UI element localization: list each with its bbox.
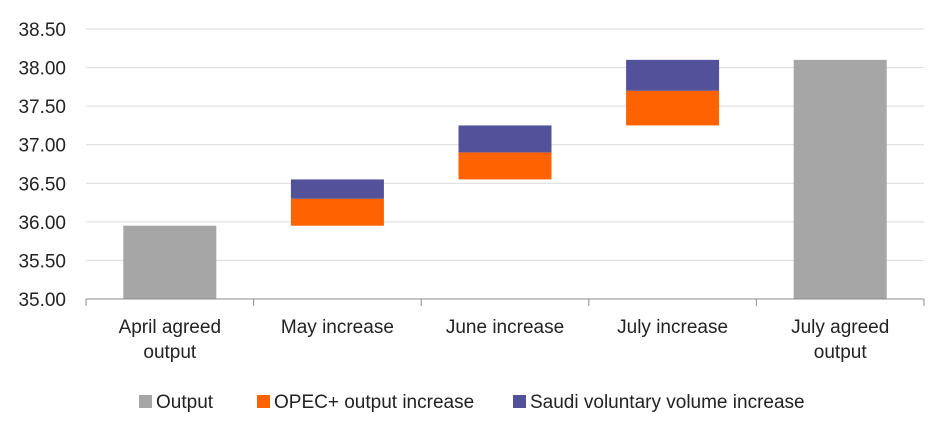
- x-axis-category-labels: April agreed output May increase June incre…: [119, 317, 890, 363]
- legend-label: Saudi voluntary volume increase: [530, 392, 805, 413]
- y-axis-tick-labels: 35.00 35.50 36.00 36.50 37.00 37.50 38.00 38.50: [18, 20, 66, 311]
- bar-segment-opec-output-increase: [458, 152, 552, 180]
- bar-segment-output: [123, 225, 217, 299]
- x-category-label: May increase: [281, 317, 394, 338]
- legend: Output OPEC+ output increase Saudi volunta…: [139, 392, 805, 413]
- y-tick-label: 36.00: [18, 213, 66, 234]
- legend-label: Output: [156, 392, 214, 413]
- legend-label: OPEC+ output increase: [274, 392, 474, 413]
- bar-segment-saudi-voluntary-volume-increase: [626, 59, 720, 91]
- legend-swatch: [139, 395, 152, 408]
- y-tick-label: 35.50: [18, 251, 66, 272]
- x-category-label: July increase: [617, 317, 728, 338]
- y-tick-label: 37.50: [18, 97, 66, 118]
- y-tick-label: 37.00: [18, 136, 66, 157]
- gridlines: [86, 28, 924, 261]
- legend-swatch: [513, 395, 526, 408]
- bar-segment-output: [793, 59, 887, 299]
- y-tick-label: 38.00: [18, 59, 66, 80]
- x-axis: [85, 298, 925, 306]
- y-tick-label: 36.50: [18, 174, 66, 195]
- x-category-label: output: [814, 342, 868, 363]
- x-category-label: April agreed: [119, 317, 221, 338]
- bar-segment-saudi-voluntary-volume-increase: [290, 179, 384, 199]
- x-category-label: June increase: [446, 317, 564, 338]
- chart-bars: [123, 59, 887, 299]
- x-category-label: output: [143, 342, 197, 363]
- bar-segment-saudi-voluntary-volume-increase: [458, 125, 552, 153]
- bar-segment-opec-output-increase: [290, 198, 384, 226]
- y-tick-label: 35.00: [18, 290, 66, 311]
- legend-swatch: [257, 395, 270, 408]
- bar-segment-opec-output-increase: [626, 90, 720, 126]
- x-category-label: July agreed: [791, 317, 889, 338]
- y-tick-label: 38.50: [18, 20, 66, 41]
